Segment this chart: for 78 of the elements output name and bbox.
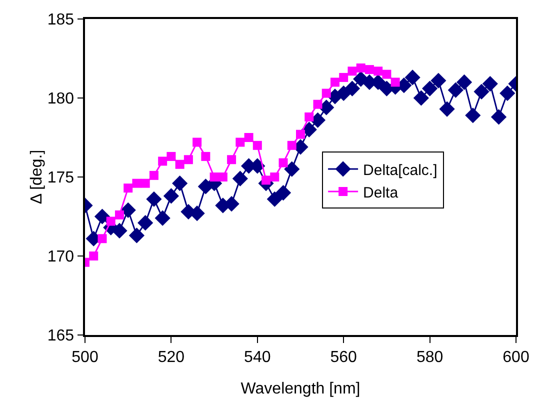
point bbox=[344, 80, 360, 96]
point bbox=[201, 152, 210, 161]
x-axis-title: Wavelength [nm] bbox=[240, 380, 360, 398]
point bbox=[318, 100, 334, 116]
point bbox=[154, 210, 170, 226]
point bbox=[374, 66, 383, 76]
point bbox=[166, 152, 176, 161]
point bbox=[382, 70, 392, 79]
point bbox=[124, 184, 133, 193]
point bbox=[430, 72, 446, 88]
point bbox=[94, 208, 110, 224]
point bbox=[140, 178, 150, 188]
point bbox=[120, 202, 136, 218]
point bbox=[422, 80, 438, 96]
point bbox=[474, 84, 490, 100]
point bbox=[348, 66, 357, 76]
point bbox=[149, 170, 158, 180]
point bbox=[330, 78, 340, 87]
point bbox=[244, 133, 254, 142]
point bbox=[163, 188, 179, 204]
point bbox=[138, 215, 154, 231]
point bbox=[158, 156, 168, 166]
point bbox=[313, 100, 322, 109]
point bbox=[236, 138, 245, 147]
point bbox=[322, 88, 331, 98]
point bbox=[500, 85, 516, 102]
point bbox=[210, 172, 219, 182]
point bbox=[270, 172, 280, 182]
x-tick-label: 500 bbox=[72, 348, 98, 366]
point bbox=[304, 112, 314, 122]
point bbox=[172, 176, 188, 192]
point bbox=[310, 112, 326, 128]
point bbox=[296, 130, 305, 139]
x-tick-label: 580 bbox=[416, 348, 444, 366]
point bbox=[287, 140, 296, 150]
point bbox=[278, 158, 288, 168]
point bbox=[192, 138, 202, 147]
point bbox=[390, 78, 400, 87]
point bbox=[132, 178, 142, 188]
point bbox=[275, 185, 292, 201]
point bbox=[364, 65, 374, 74]
point bbox=[413, 90, 429, 106]
point bbox=[114, 210, 124, 220]
point bbox=[266, 191, 282, 207]
point bbox=[490, 109, 507, 125]
y-tick-label: 165 bbox=[47, 328, 74, 345]
point bbox=[218, 172, 228, 182]
point bbox=[356, 63, 366, 72]
point bbox=[232, 170, 248, 186]
y-tick-label: 170 bbox=[47, 248, 74, 266]
point bbox=[339, 72, 348, 82]
legend-label: Delta[calc.] bbox=[363, 162, 438, 179]
point bbox=[112, 222, 128, 239]
point bbox=[252, 140, 262, 150]
point bbox=[175, 160, 184, 169]
x-tick-label: 520 bbox=[158, 348, 185, 366]
y-tick-label: 175 bbox=[47, 170, 74, 187]
point bbox=[465, 108, 481, 124]
point bbox=[184, 155, 193, 164]
y-axis-title: Δ [deg.] bbox=[28, 150, 46, 204]
point bbox=[98, 234, 107, 244]
point bbox=[439, 101, 455, 117]
point bbox=[146, 191, 162, 207]
point bbox=[106, 216, 116, 226]
x-tick-label: 560 bbox=[330, 348, 358, 366]
point bbox=[227, 155, 236, 164]
point bbox=[89, 252, 98, 260]
point bbox=[284, 161, 300, 177]
y-tick-label: 180 bbox=[47, 90, 74, 108]
point bbox=[128, 228, 145, 244]
point bbox=[456, 74, 472, 90]
point bbox=[482, 76, 498, 92]
x-tick-label: 600 bbox=[502, 348, 530, 366]
point bbox=[404, 70, 420, 86]
y-tick-label: 185 bbox=[47, 12, 74, 29]
x-tick-label: 540 bbox=[244, 348, 271, 366]
legend-label: Delta bbox=[363, 184, 399, 202]
point bbox=[448, 82, 464, 98]
